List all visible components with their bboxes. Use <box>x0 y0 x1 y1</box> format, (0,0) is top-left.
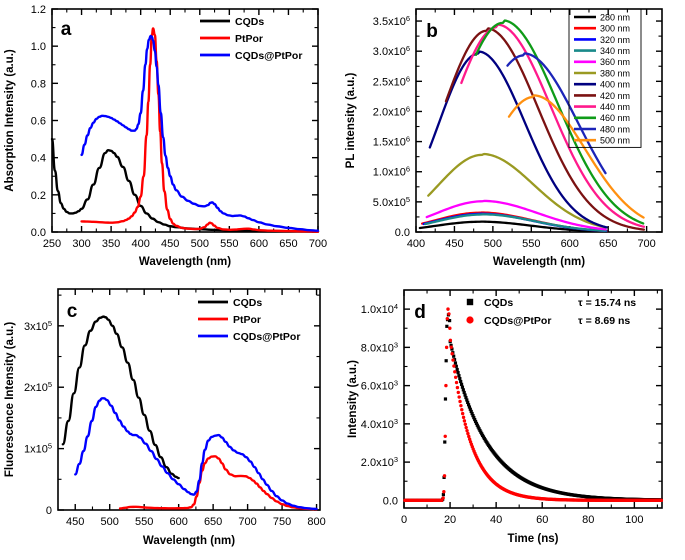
svg-text:0.0: 0.0 <box>383 495 398 507</box>
svg-text:Wavelength (nm): Wavelength (nm) <box>493 256 585 268</box>
svg-text:PtPor: PtPor <box>235 33 263 45</box>
svg-text:40: 40 <box>490 514 502 526</box>
panel-b: 400 450 500 550 600 650 700 0.0 5.0x105 1.0x106 1.… <box>342 0 685 280</box>
svg-text:100: 100 <box>625 514 643 526</box>
svg-text:c: c <box>67 301 78 322</box>
svg-text:1.0x104: 1.0x104 <box>361 302 398 316</box>
svg-text:0.0: 0.0 <box>395 227 410 239</box>
svg-text:500 nm: 500 nm <box>600 136 630 146</box>
svg-text:1.2: 1.2 <box>31 4 46 16</box>
svg-text:600: 600 <box>250 238 268 250</box>
svg-text:280 nm: 280 nm <box>600 12 630 22</box>
panel-b-chart: 400 450 500 550 600 650 700 0.0 5.0x105 1.0x106 1.… <box>345 8 663 268</box>
svg-text:d: d <box>414 302 426 323</box>
svg-text:400: 400 <box>407 238 425 250</box>
svg-text:360 nm: 360 nm <box>600 57 630 67</box>
svg-text:450: 450 <box>66 516 84 528</box>
svg-text:2.5x106: 2.5x106 <box>373 74 410 88</box>
svg-text:3.5x106: 3.5x106 <box>373 14 410 28</box>
svg-text:Time (ns): Time (ns) <box>508 533 559 545</box>
svg-text:4.0x103: 4.0x103 <box>361 417 398 431</box>
svg-text:Absorption Intensity (a.u.): Absorption Intensity (a.u.) <box>4 49 16 192</box>
svg-text:500: 500 <box>484 238 502 250</box>
svg-text:1.0x106: 1.0x106 <box>373 165 410 179</box>
svg-text:PL intensity (a.u.): PL intensity (a.u.) <box>345 73 357 169</box>
svg-text:b: b <box>426 21 438 42</box>
panel-c: 450 500 550 600 650 700 750 800 0 1x105 2x105 3x105… <box>0 280 343 560</box>
svg-text:3x105: 3x105 <box>24 319 52 333</box>
svg-text:550: 550 <box>220 238 238 250</box>
svg-text:0.8: 0.8 <box>31 78 46 90</box>
svg-text:650: 650 <box>279 238 297 250</box>
svg-text:3.0x106: 3.0x106 <box>373 44 410 58</box>
svg-text:0.6: 0.6 <box>31 116 46 128</box>
svg-text:340 nm: 340 nm <box>600 46 630 56</box>
svg-text:650: 650 <box>204 516 222 528</box>
svg-text:700: 700 <box>637 238 655 250</box>
svg-text:1x105: 1x105 <box>24 442 52 456</box>
svg-text:a: a <box>61 19 72 40</box>
svg-text:400: 400 <box>131 238 149 250</box>
svg-text:CQDs: CQDs <box>235 16 264 28</box>
svg-text:460 nm: 460 nm <box>600 113 630 123</box>
svg-text:τ = 15.74 ns: τ = 15.74 ns <box>578 297 636 309</box>
svg-text:500: 500 <box>101 516 119 528</box>
svg-text:Fluorescence Intensity (a.u.): Fluorescence Intensity (a.u.) <box>4 322 16 477</box>
panel-a: 250 300 350 400 450 500 550 600 650 700 0.0 0.2 0.4 0… <box>0 0 343 280</box>
svg-text:Intensity (a.u.): Intensity (a.u.) <box>347 360 359 438</box>
svg-text:300 nm: 300 nm <box>600 24 630 34</box>
svg-text:440 nm: 440 nm <box>600 102 630 112</box>
svg-text:80: 80 <box>582 514 594 526</box>
svg-text:CQDs@PtPor: CQDs@PtPor <box>233 331 300 343</box>
svg-text:60: 60 <box>536 514 548 526</box>
panel-d: 0 20 40 60 80 100 0.0 2.0x103 4.0x103 6.0x103 8.0x… <box>342 280 685 560</box>
svg-text:550: 550 <box>135 516 153 528</box>
svg-text:Wavelength (nm): Wavelength (nm) <box>143 535 235 547</box>
svg-text:CQDs: CQDs <box>484 297 513 309</box>
svg-text:2.0x103: 2.0x103 <box>361 455 398 469</box>
svg-text:2.0x106: 2.0x106 <box>373 104 410 118</box>
svg-text:CQDs: CQDs <box>233 297 262 309</box>
svg-text:750: 750 <box>273 516 291 528</box>
svg-text:550: 550 <box>522 238 540 250</box>
svg-text:CQDs@PtPor: CQDs@PtPor <box>484 315 551 327</box>
svg-text:600: 600 <box>561 238 579 250</box>
svg-text:1.5x106: 1.5x106 <box>373 135 410 149</box>
svg-text:250: 250 <box>43 238 61 250</box>
panel-c-chart: 450 500 550 600 650 700 750 800 0 1x105 2x105 3x105… <box>4 288 326 547</box>
svg-text:0.2: 0.2 <box>31 190 46 202</box>
svg-text:450: 450 <box>445 238 463 250</box>
svg-text:380 nm: 380 nm <box>600 68 630 78</box>
svg-text:480 nm: 480 nm <box>600 124 630 134</box>
svg-text:1.0: 1.0 <box>31 41 46 53</box>
svg-text:PtPor: PtPor <box>233 314 261 326</box>
svg-text:320 nm: 320 nm <box>600 35 630 45</box>
svg-text:CQDs@PtPor: CQDs@PtPor <box>235 50 302 62</box>
svg-text:6.0x103: 6.0x103 <box>361 379 398 393</box>
svg-text:650: 650 <box>599 238 617 250</box>
svg-text:700: 700 <box>309 238 327 250</box>
svg-text:500: 500 <box>191 238 209 250</box>
svg-text:2x105: 2x105 <box>24 380 52 394</box>
svg-text:0: 0 <box>401 514 407 526</box>
svg-text:Wavelength (nm): Wavelength (nm) <box>139 256 231 268</box>
svg-text:300: 300 <box>72 238 90 250</box>
svg-text:0: 0 <box>46 505 52 517</box>
svg-text:800: 800 <box>307 516 325 528</box>
panel-d-chart: 0 20 40 60 80 100 0.0 2.0x103 4.0x103 6.0x103 8.0x… <box>347 289 664 545</box>
svg-text:400 nm: 400 nm <box>600 80 630 90</box>
svg-text:5.0x105: 5.0x105 <box>373 195 410 209</box>
svg-text:600: 600 <box>169 516 187 528</box>
svg-text:350: 350 <box>102 238 120 250</box>
svg-text:450: 450 <box>161 238 179 250</box>
svg-text:8.0x103: 8.0x103 <box>361 340 398 354</box>
svg-text:420 nm: 420 nm <box>600 91 630 101</box>
svg-text:τ = 8.69 ns: τ = 8.69 ns <box>578 315 630 327</box>
svg-text:20: 20 <box>444 514 456 526</box>
svg-text:700: 700 <box>238 516 256 528</box>
svg-text:0.0: 0.0 <box>31 227 46 239</box>
svg-text:0.4: 0.4 <box>31 153 46 165</box>
panel-a-chart: 250 300 350 400 450 500 550 600 650 700 0.0 0.2 0.4 0… <box>4 4 327 268</box>
